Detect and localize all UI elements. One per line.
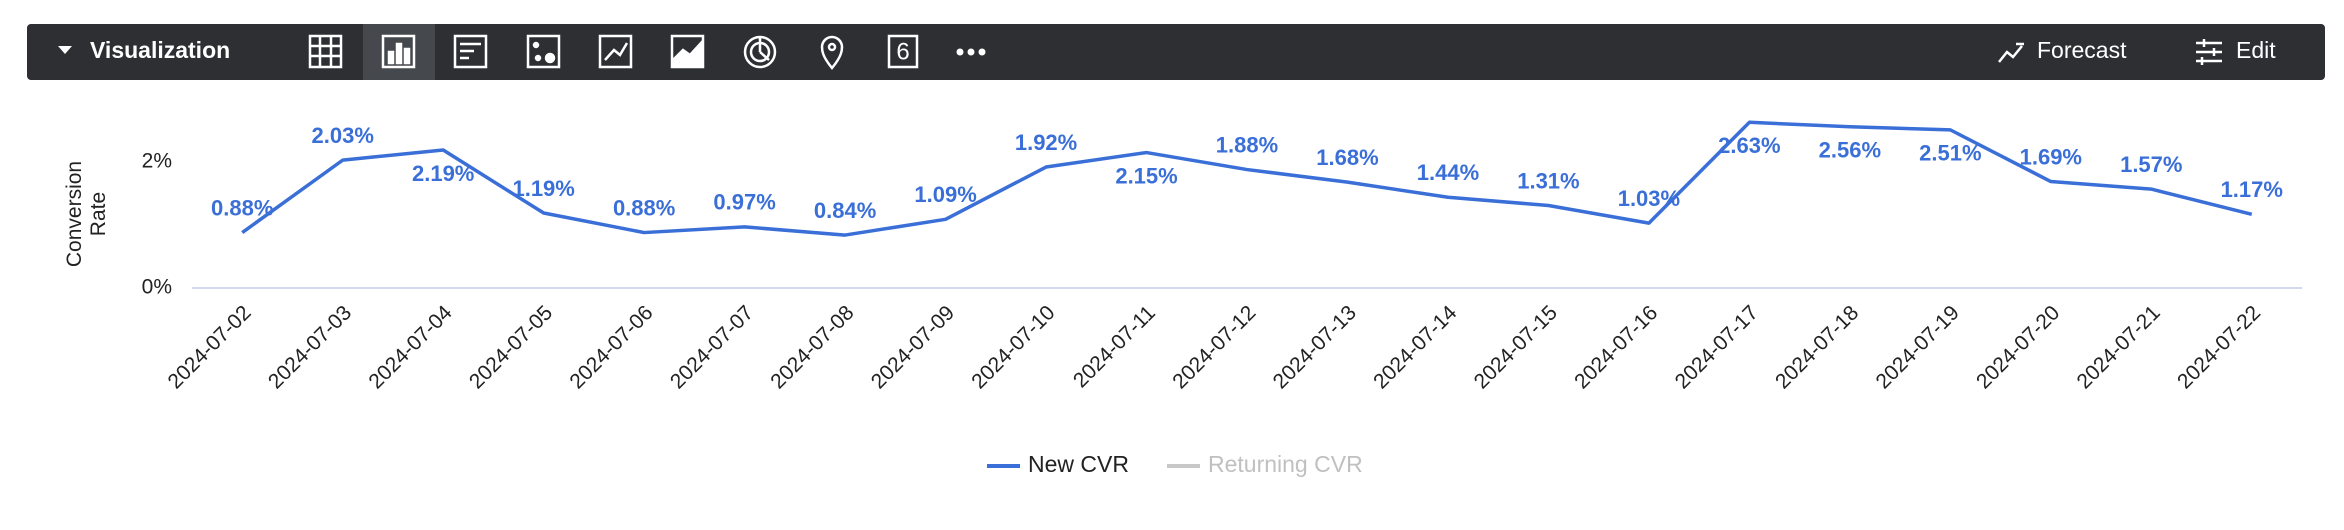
x-tick-label: 2024-07-15 (1470, 301, 1562, 393)
y-axis-label: Conversion Rate (63, 160, 110, 268)
y-tick-label: 2% (142, 150, 172, 173)
data-label: 2.63% (1718, 133, 1780, 158)
x-tick-label: 2024-07-14 (1369, 301, 1461, 393)
x-tick-label: 2024-07-12 (1168, 301, 1260, 393)
forecast-icon[interactable] (1998, 42, 2024, 63)
legend-item[interactable]: New CVR (987, 451, 1129, 477)
x-tick-label: 2024-07-05 (465, 301, 557, 393)
line-icon[interactable] (598, 34, 633, 69)
toolbar-title: Visualization (90, 37, 230, 63)
more-icon[interactable] (956, 48, 986, 56)
data-label: 2.15% (1115, 163, 1177, 188)
x-tick-label: 2024-07-04 (364, 301, 456, 393)
x-tick-label: 2024-07-18 (1771, 301, 1863, 393)
x-tick-label: 2024-07-13 (1269, 301, 1361, 393)
x-tick-label: 2024-07-17 (1671, 301, 1763, 393)
data-label: 0.97% (713, 190, 775, 215)
area-icon[interactable] (670, 34, 705, 69)
data-label: 1.68% (1316, 145, 1378, 170)
x-tick-label: 2024-07-11 (1069, 301, 1160, 392)
single-value-icon[interactable]: 6 (896, 38, 909, 65)
data-label: 1.57% (2120, 152, 2182, 177)
data-label: 0.88% (613, 195, 675, 220)
map-icon[interactable] (820, 35, 844, 70)
x-tick-label: 2024-07-02 (163, 301, 255, 393)
x-tick-label: 2024-07-10 (967, 301, 1059, 393)
pie-icon[interactable] (743, 35, 777, 69)
data-label: 2.19% (412, 161, 474, 186)
series-line (241, 120, 2253, 237)
legend-label: New CVR (1028, 451, 1129, 477)
hbar-icon[interactable] (453, 34, 488, 69)
data-label: 1.03% (1618, 186, 1680, 211)
data-label: 1.88% (1216, 132, 1278, 157)
forecast-button[interactable]: Forecast (2037, 37, 2127, 63)
x-tick-label: 2024-07-16 (1570, 301, 1662, 393)
scatter-icon[interactable] (526, 34, 561, 69)
data-label: 1.19% (512, 176, 574, 201)
edit-icon[interactable] (2196, 39, 2222, 65)
edit-button[interactable]: Edit (2236, 37, 2276, 63)
table-icon[interactable] (308, 34, 343, 69)
x-tick-label: 2024-07-03 (264, 301, 356, 393)
x-tick-label: 2024-07-07 (666, 301, 758, 393)
x-tick-label: 2024-07-19 (1872, 301, 1964, 393)
data-label: 1.09% (914, 182, 976, 207)
data-label: 0.84% (814, 198, 876, 223)
collapse-caret[interactable] (58, 46, 72, 54)
data-label: 2.56% (1819, 138, 1881, 163)
y-tick-label: 0% (142, 276, 172, 299)
data-label: 1.92% (1015, 130, 1077, 155)
x-tick-label: 2024-07-09 (867, 301, 959, 393)
x-tick-label: 2024-07-06 (565, 301, 657, 393)
data-label: 1.17% (2221, 177, 2283, 202)
data-label: 1.31% (1517, 168, 1579, 193)
data-label: 1.44% (1417, 160, 1479, 185)
legend-item[interactable]: Returning CVR (1167, 451, 1363, 477)
data-label: 2.03% (312, 123, 374, 148)
legend-label: Returning CVR (1208, 451, 1363, 477)
data-label: 2.51% (1919, 141, 1981, 166)
data-label: 0.88% (211, 195, 273, 220)
data-label: 1.69% (2020, 144, 2082, 169)
x-tick-label: 2024-07-22 (2173, 301, 2265, 393)
x-tick-label: 2024-07-20 (1972, 301, 2064, 393)
x-tick-label: 2024-07-08 (766, 301, 858, 393)
single-value-icon-box[interactable] (887, 34, 919, 69)
bar-icon[interactable] (381, 34, 416, 69)
x-tick-label: 2024-07-21 (2073, 301, 2165, 393)
